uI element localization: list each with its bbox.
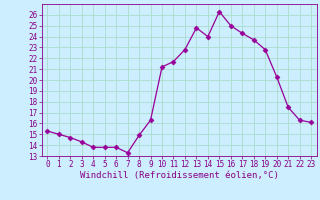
X-axis label: Windchill (Refroidissement éolien,°C): Windchill (Refroidissement éolien,°C)	[80, 171, 279, 180]
